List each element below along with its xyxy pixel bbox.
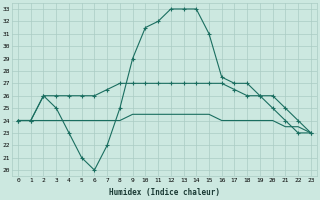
X-axis label: Humidex (Indice chaleur): Humidex (Indice chaleur)	[109, 188, 220, 197]
